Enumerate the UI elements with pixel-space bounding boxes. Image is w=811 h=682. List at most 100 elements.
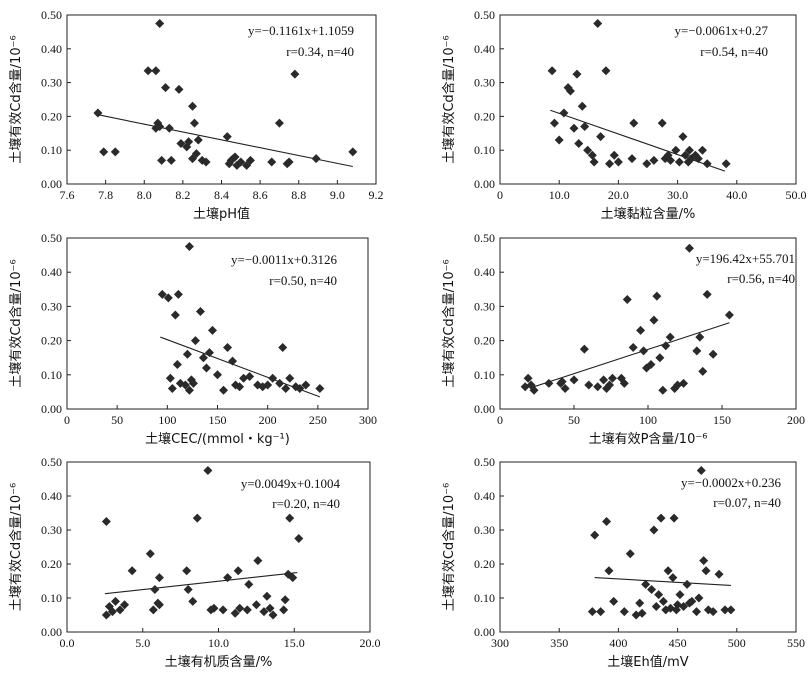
scatter-panel-6: 300 350 400 450 500 550 0.00 0.10 0.20 0.30 0.40 0.… bbox=[441, 455, 805, 670]
correlation-stats: r=0.50, n=40 bbox=[269, 273, 337, 288]
data-point bbox=[523, 373, 533, 383]
data-point bbox=[285, 373, 295, 383]
y-tick-label: 0.30 bbox=[474, 299, 495, 313]
y-axis-label: 土壤有效Cd含量/10⁻⁶ bbox=[441, 259, 457, 387]
data-point bbox=[99, 147, 109, 157]
data-point bbox=[702, 289, 712, 299]
data-point bbox=[154, 573, 164, 583]
data-point bbox=[235, 382, 245, 392]
data-point bbox=[192, 513, 202, 523]
data-point bbox=[661, 341, 671, 351]
y-tick-label: 0.20 bbox=[41, 334, 62, 348]
x-tick-label: 20.0 bbox=[360, 636, 381, 650]
y-tick-label: 0.20 bbox=[41, 109, 62, 123]
data-point bbox=[596, 132, 606, 142]
plot-frame bbox=[499, 14, 797, 185]
data-point bbox=[157, 155, 167, 165]
data-point bbox=[145, 549, 155, 559]
x-tick-label: 50.0 bbox=[786, 188, 807, 202]
data-point bbox=[154, 600, 164, 610]
x-tick-label: 7.6 bbox=[60, 188, 75, 202]
data-point bbox=[569, 375, 579, 385]
y-axis-label: 土壤有效Cd含量/10⁻⁶ bbox=[441, 483, 457, 611]
data-point bbox=[193, 135, 203, 145]
data-point bbox=[684, 243, 694, 253]
y-tick-label: 0.00 bbox=[41, 177, 62, 191]
data-point bbox=[625, 549, 635, 559]
x-tick-label: 10.0 bbox=[208, 636, 229, 650]
data-point bbox=[596, 607, 606, 617]
y-tick-label: 0.20 bbox=[474, 557, 495, 571]
data-point bbox=[163, 293, 173, 303]
data-point bbox=[654, 590, 664, 600]
x-tick-label: 300 bbox=[359, 413, 377, 427]
y-tick-label: 0.40 bbox=[474, 42, 495, 56]
correlation-stats: r=0.20, n=40 bbox=[272, 496, 340, 511]
data-point bbox=[698, 366, 708, 376]
x-tick-label: 5.0 bbox=[135, 636, 150, 650]
data-point bbox=[151, 66, 161, 76]
data-point bbox=[601, 66, 611, 76]
data-point bbox=[590, 530, 600, 540]
data-point bbox=[290, 69, 300, 79]
data-point bbox=[143, 66, 153, 76]
x-tick-label: 450 bbox=[669, 636, 687, 650]
y-axis-label: 土壤有效Cd含量/10⁻⁶ bbox=[8, 483, 24, 611]
x-tick-label: 0 bbox=[497, 413, 503, 427]
data-point bbox=[101, 517, 111, 526]
data-point bbox=[697, 145, 707, 155]
data-point bbox=[678, 132, 688, 142]
data-point bbox=[627, 154, 637, 164]
data-point bbox=[182, 349, 192, 359]
y-tick-label: 0.50 bbox=[474, 231, 495, 245]
data-point bbox=[120, 600, 130, 610]
data-point bbox=[696, 466, 706, 475]
x-tick-label: 150 bbox=[713, 413, 731, 427]
x-axis-label: 土壤CEC/(mmol・kg⁻¹) bbox=[145, 431, 290, 447]
x-tick-label: 40.0 bbox=[726, 188, 747, 202]
correlation-stats: r=0.07, n=40 bbox=[713, 495, 781, 510]
data-point bbox=[195, 307, 205, 317]
data-point bbox=[665, 332, 675, 342]
data-point bbox=[285, 513, 295, 523]
data-point bbox=[679, 602, 689, 611]
data-point bbox=[619, 607, 629, 617]
data-point bbox=[583, 145, 593, 155]
data-point bbox=[209, 603, 219, 613]
x-tick-label: 300 bbox=[491, 636, 509, 650]
data-point bbox=[198, 353, 208, 363]
x-tick-label: 100 bbox=[158, 413, 176, 427]
data-point bbox=[651, 602, 661, 611]
x-tick-label: 100 bbox=[639, 413, 657, 427]
data-point bbox=[157, 289, 167, 299]
data-point bbox=[687, 596, 697, 606]
x-tick-label: 8.2 bbox=[175, 188, 190, 202]
x-tick-label: 8.8 bbox=[291, 188, 306, 202]
data-point bbox=[164, 123, 174, 133]
data-point bbox=[245, 372, 255, 382]
x-tick-label: 9.2 bbox=[369, 188, 384, 202]
data-point bbox=[565, 86, 575, 96]
data-point bbox=[655, 353, 665, 363]
data-point bbox=[708, 607, 718, 617]
x-tick-label: 400 bbox=[609, 636, 627, 650]
x-tick-label: 8.0 bbox=[137, 188, 152, 202]
data-point bbox=[649, 315, 659, 325]
data-point bbox=[604, 566, 614, 576]
data-point bbox=[110, 147, 120, 157]
y-tick-label: 0.40 bbox=[41, 489, 62, 503]
data-point bbox=[219, 385, 229, 395]
data-point bbox=[692, 607, 702, 617]
data-point bbox=[110, 596, 120, 606]
data-point bbox=[560, 383, 570, 393]
y-tick-label: 0.20 bbox=[41, 557, 62, 571]
data-point bbox=[559, 108, 569, 118]
x-tick-label: 550 bbox=[787, 636, 805, 650]
scatter-panel-5: 0.0 5.0 10.0 15.0 20.0 0.00 0.10 0.20 0.30 0.40 0.… bbox=[8, 455, 381, 670]
data-point bbox=[244, 579, 254, 589]
data-point bbox=[720, 605, 730, 615]
y-tick-label: 0.10 bbox=[474, 143, 495, 157]
x-tick-label: 7.8 bbox=[98, 188, 113, 202]
data-point bbox=[587, 150, 597, 160]
data-point bbox=[593, 382, 603, 392]
